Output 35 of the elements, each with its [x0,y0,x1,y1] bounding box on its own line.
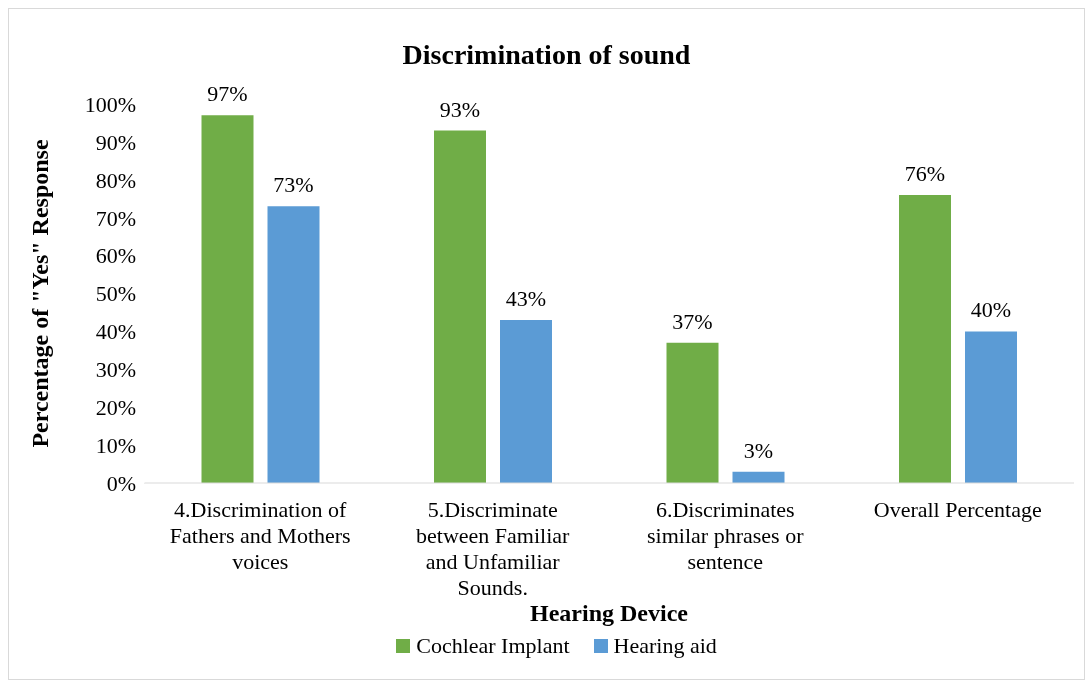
y-axis-title: Percentage of "Yes" Response [26,139,53,448]
legend-label: Hearing aid [612,633,717,659]
y-tick-label: 0% [106,470,136,496]
data-label: 3% [743,437,774,463]
y-tick-label: 70% [95,205,136,231]
y-tick-label: 100% [84,91,136,117]
y-tick-label: 10% [95,432,136,458]
bar [965,331,1017,483]
data-label: 37% [672,308,713,334]
y-tick-label: 80% [95,167,136,193]
data-label: 93% [439,96,481,122]
chart-title: Discrimination of sound [401,39,692,71]
y-tick-label: 20% [95,395,136,421]
bar [500,320,552,483]
data-label: 40% [970,297,1012,323]
y-tick-label: 90% [95,129,136,155]
legend-label: Cochlear Implant [415,633,570,659]
data-label: 76% [904,160,946,186]
y-tick-label: 50% [95,281,136,307]
x-tick-label: 5.Discriminate between Familiar and Unfamiliar Sounds. [416,497,571,600]
bar [666,342,719,483]
data-label: 73% [273,172,314,198]
y-tick-label: 60% [95,243,136,269]
bar [267,206,320,483]
y-tick-label: 40% [95,319,136,345]
bar [201,115,254,483]
data-label: 43% [505,286,547,312]
x-tick-label: Overall Percentage [873,497,1042,522]
y-tick-label: 30% [95,357,136,383]
x-axis-title: Hearing Device [530,600,689,626]
bar [434,130,486,483]
x-tick-label: 6.Discriminates similar phrases or sentence [647,497,805,574]
x-tick-label: 4.Discrimination of Fathers and Mothers voices [169,497,351,574]
bar [899,194,951,483]
data-label: 97% [207,81,248,107]
